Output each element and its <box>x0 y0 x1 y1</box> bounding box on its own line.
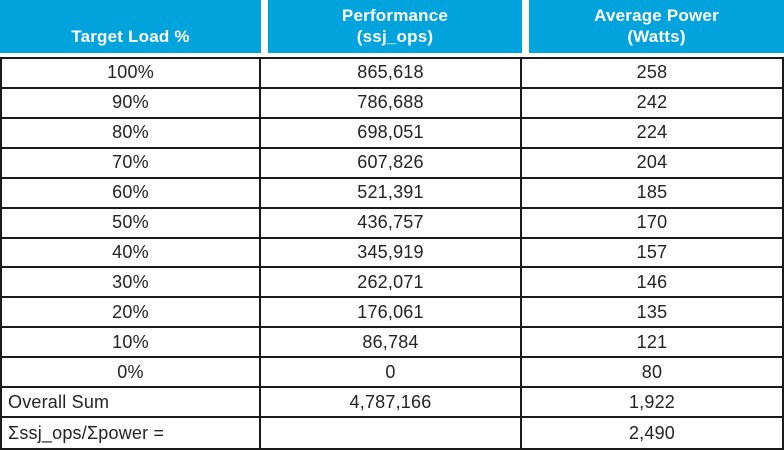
cell-target-load: 90% <box>2 88 261 119</box>
column-header-label-line2: (ssj_ops) <box>356 27 434 46</box>
cell-performance: 521,391 <box>261 178 522 209</box>
cell-target-load: 100% <box>2 59 261 89</box>
cell-power: 242 <box>522 89 782 119</box>
table-header-row: Target Load % Performance (ssj_ops) Aver… <box>0 0 784 53</box>
cell-performance: 436,757 <box>261 208 522 239</box>
cell-power: 80 <box>522 358 782 389</box>
column-header-average-power: Average Power (Watts) <box>522 0 784 53</box>
cell-power: 170 <box>522 209 782 239</box>
cell-overall-sum-label: Overall Sum <box>2 388 261 419</box>
cell-ratio-label: Σssj_ops/Σpower = <box>2 418 261 448</box>
cell-power: 157 <box>522 239 782 269</box>
column-header-label-line2: (Watts) <box>627 27 686 46</box>
cell-performance: 698,051 <box>261 118 522 149</box>
cell-target-load: 10% <box>2 328 261 359</box>
column-header-label-line1: Performance <box>341 6 449 25</box>
cell-power: 121 <box>522 328 782 359</box>
cell-overall-sum-power: 1,922 <box>522 388 782 419</box>
column-header-label-line1: Average Power <box>594 6 719 25</box>
cell-performance: 0 <box>261 358 522 389</box>
cell-ratio-performance <box>261 418 522 448</box>
cell-target-load: 80% <box>2 118 261 149</box>
column-header-performance: Performance (ssj_ops) <box>261 0 522 53</box>
column-header-target-load: Target Load % <box>0 0 261 53</box>
cell-power: 204 <box>522 149 782 179</box>
cell-power: 258 <box>522 59 782 89</box>
cell-target-load: 70% <box>2 148 261 179</box>
cell-target-load: 50% <box>2 208 261 239</box>
table-body: 100% 865,618 258 90% 786,688 242 80% 698… <box>0 57 784 450</box>
cell-performance: 176,061 <box>261 298 522 329</box>
cell-target-load: 0% <box>2 358 261 389</box>
header-body-gap <box>0 53 784 57</box>
cell-overall-sum-performance: 4,787,166 <box>261 388 522 419</box>
cell-power: 146 <box>522 268 782 299</box>
cell-target-load: 40% <box>2 238 261 269</box>
cell-performance: 865,618 <box>261 59 522 89</box>
cell-performance: 607,826 <box>261 148 522 179</box>
cell-target-load: 30% <box>2 268 261 299</box>
cell-performance: 86,784 <box>261 328 522 359</box>
cell-performance: 345,919 <box>261 238 522 269</box>
cell-performance: 262,071 <box>261 268 522 299</box>
cell-power: 185 <box>522 179 782 209</box>
cell-target-load: 60% <box>2 178 261 209</box>
cell-target-load: 20% <box>2 298 261 329</box>
cell-power: 224 <box>522 119 782 149</box>
column-header-label: Target Load % <box>71 27 190 46</box>
cell-ratio-power: 2,490 <box>628 422 676 443</box>
cell-performance: 786,688 <box>261 88 522 119</box>
cell-power: 135 <box>522 298 782 329</box>
